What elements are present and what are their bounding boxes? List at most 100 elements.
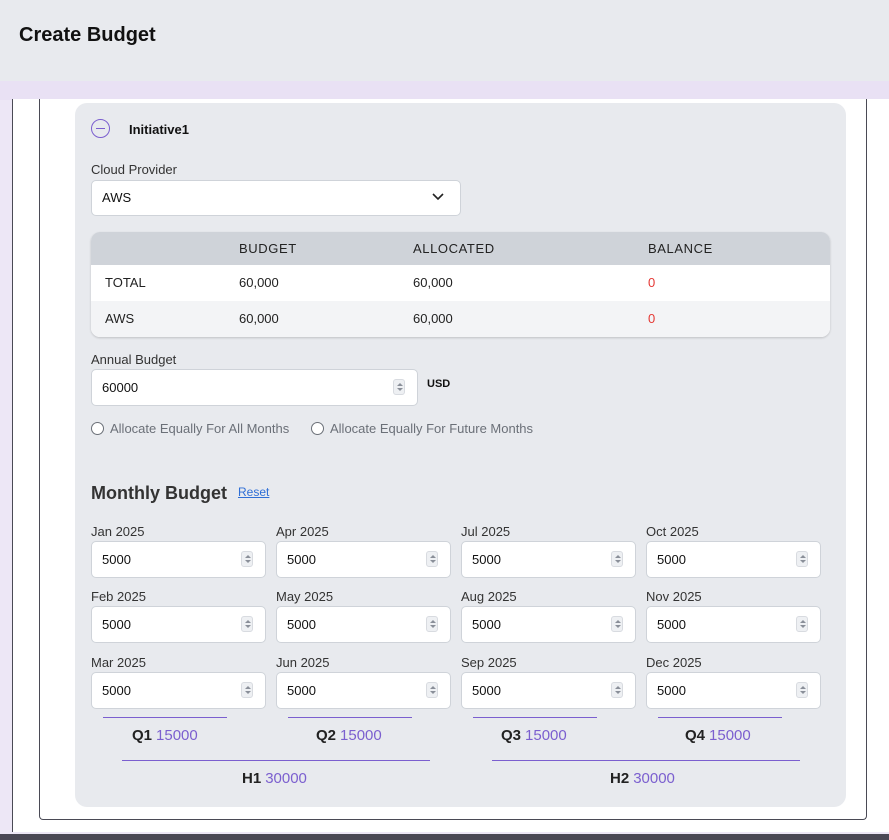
month-label: Apr 2025	[276, 524, 329, 539]
month-value: 5000	[102, 552, 131, 567]
annual-budget-label: Annual Budget	[91, 352, 177, 367]
cloud-provider-select[interactable]: AWS	[91, 180, 461, 216]
half-divider	[122, 760, 430, 761]
month-label: Jan 2025	[91, 524, 145, 539]
month-label: Nov 2025	[646, 589, 702, 604]
stepper-icon[interactable]	[241, 616, 253, 632]
quarter-total-q4: Q4 15000	[685, 727, 751, 744]
quarter-divider	[103, 717, 227, 718]
radio-label: Allocate Equally For All Months	[110, 421, 290, 436]
stepper-icon[interactable]	[796, 682, 808, 698]
month-value: 5000	[472, 552, 501, 567]
month-input-nov[interactable]: 5000	[646, 606, 821, 643]
header-band	[0, 81, 889, 100]
half-value: 30000	[633, 770, 675, 787]
balance-value: 0	[648, 311, 656, 326]
budget-value: 60,000	[239, 275, 279, 290]
month-label: Feb 2025	[91, 589, 146, 604]
stepper-icon[interactable]	[241, 551, 253, 567]
quarter-divider	[658, 717, 782, 718]
stepper-icon[interactable]	[611, 682, 623, 698]
monthly-budget-title: Monthly Budget	[91, 483, 227, 503]
quarter-total-q1: Q1 15000	[132, 727, 198, 744]
half-divider	[492, 760, 800, 761]
month-value: 5000	[287, 683, 316, 698]
table-header-row: BUDGET ALLOCATED BALANCE	[91, 232, 830, 265]
currency-label: USD	[427, 378, 451, 390]
annual-budget-value: 60000	[102, 380, 139, 395]
month-value: 5000	[472, 683, 501, 698]
month-input-may[interactable]: 5000	[276, 606, 451, 643]
allocate-future-months-radio[interactable]: Allocate Equally For Future Months	[311, 421, 533, 436]
annual-budget-input[interactable]: 60000	[91, 369, 418, 406]
quarter-total-q3: Q3 15000	[501, 727, 567, 744]
collapse-icon[interactable]	[91, 119, 110, 138]
month-label: Sep 2025	[461, 655, 517, 670]
budget-value: 60,000	[239, 311, 279, 326]
radio-icon	[91, 422, 104, 435]
month-value: 5000	[657, 552, 686, 567]
quarter-label: Q2	[316, 727, 337, 744]
stepper-icon[interactable]	[611, 616, 623, 632]
month-value: 5000	[102, 683, 131, 698]
cloud-provider-label: Cloud Provider	[91, 162, 177, 177]
row-name: AWS	[105, 311, 135, 326]
initiative-card: Initiative1 Cloud Provider AWS BUDGET AL…	[75, 103, 846, 807]
month-input-jun[interactable]: 5000	[276, 672, 451, 709]
month-label: Dec 2025	[646, 655, 702, 670]
month-label: Jun 2025	[276, 655, 330, 670]
radio-label: Allocate Equally For Future Months	[330, 421, 534, 436]
stepper-icon[interactable]	[426, 616, 438, 632]
quarter-value: 15000	[156, 727, 198, 744]
quarter-value: 15000	[709, 727, 751, 744]
top-bar: Create Budget	[0, 0, 889, 81]
month-value: 5000	[102, 617, 131, 632]
stepper-icon[interactable]	[241, 682, 253, 698]
half-total-h1: H1 30000	[242, 770, 307, 787]
initiative-name: Initiative1	[129, 122, 189, 137]
month-input-feb[interactable]: 5000	[91, 606, 266, 643]
allocated-value: 60,000	[413, 275, 453, 290]
quarter-label: Q3	[501, 727, 522, 744]
allocated-value: 60,000	[413, 311, 453, 326]
quarter-label: Q4	[685, 727, 706, 744]
stepper-icon[interactable]	[796, 551, 808, 567]
month-label: Oct 2025	[646, 524, 699, 539]
half-label: H1	[242, 770, 262, 787]
column-header-budget: BUDGET	[239, 241, 297, 256]
stepper-icon[interactable]	[426, 551, 438, 567]
bottom-bar	[0, 834, 889, 840]
quarter-label: Q1	[132, 727, 153, 744]
month-input-aug[interactable]: 5000	[461, 606, 636, 643]
half-label: H2	[610, 770, 630, 787]
month-input-oct[interactable]: 5000	[646, 541, 821, 578]
page-title: Create Budget	[19, 24, 156, 46]
half-value: 30000	[265, 770, 307, 787]
month-input-jan[interactable]: 5000	[91, 541, 266, 578]
month-input-jul[interactable]: 5000	[461, 541, 636, 578]
month-input-mar[interactable]: 5000	[91, 672, 266, 709]
month-input-sep[interactable]: 5000	[461, 672, 636, 709]
table-row: TOTAL 60,000 60,000 0	[91, 265, 830, 301]
quarter-divider	[288, 717, 412, 718]
month-value: 5000	[472, 617, 501, 632]
stepper-icon[interactable]	[796, 616, 808, 632]
month-value: 5000	[287, 617, 316, 632]
month-input-apr[interactable]: 5000	[276, 541, 451, 578]
month-value: 5000	[287, 552, 316, 567]
row-name: TOTAL	[105, 275, 146, 290]
radio-icon	[311, 422, 324, 435]
table-row: AWS 60,000 60,000 0	[91, 301, 830, 337]
allocate-all-months-radio[interactable]: Allocate Equally For All Months	[91, 421, 289, 436]
quarter-divider	[473, 717, 597, 718]
month-input-dec[interactable]: 5000	[646, 672, 821, 709]
stepper-icon[interactable]	[426, 682, 438, 698]
stepper-icon[interactable]	[611, 551, 623, 567]
stepper-icon[interactable]	[393, 379, 405, 395]
quarter-value: 15000	[525, 727, 567, 744]
reset-link[interactable]: Reset	[238, 485, 270, 499]
column-header-balance: BALANCE	[648, 241, 713, 256]
month-label: Jul 2025	[461, 524, 511, 539]
quarter-total-q2: Q2 15000	[316, 727, 382, 744]
half-total-h2: H2 30000	[610, 770, 675, 787]
